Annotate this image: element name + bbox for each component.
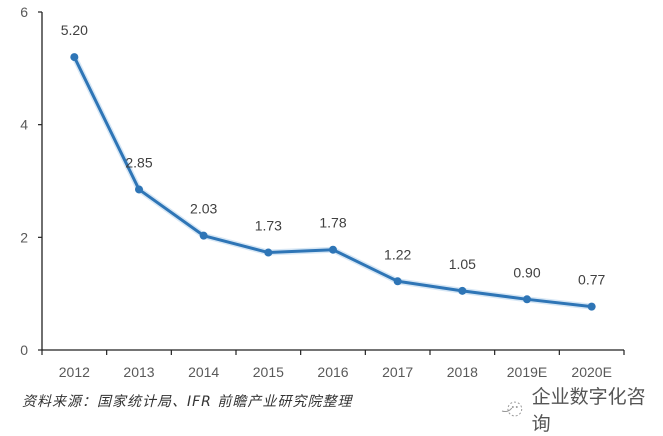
x-tick-label: 2017 [382,364,413,380]
data-label: 0.90 [513,264,540,280]
x-tick-label: 2013 [123,364,154,380]
data-label: 0.77 [578,272,605,288]
data-point [458,286,467,295]
watermark-text: 企业数字化咨询 [531,386,646,435]
x-tick-label: 2016 [317,364,348,380]
x-tick-label: 2018 [447,364,478,380]
data-point [135,185,143,194]
x-tick-label: 2020E [571,364,611,380]
watermark: 企业数字化咨询 [500,382,663,436]
data-point [587,302,596,311]
data-label: 5.20 [61,22,88,38]
x-tick-label: 2012 [59,364,90,380]
y-tick-label: 2 [20,229,28,245]
data-point [264,248,273,257]
data-point [523,295,531,304]
x-tick-label: 2015 [253,364,284,380]
y-tick-label: 6 [20,4,28,20]
series-line [70,53,596,311]
data-point [70,53,79,62]
wechat-icon [501,401,523,417]
line-chart: 0 2 4 6 2012 2013 2014 2015 2016 2017 2018 2019E 202… [20,4,625,380]
y-tick-label: 0 [20,342,28,358]
data-label: 1.22 [384,246,411,262]
data-label: 2.03 [190,201,217,217]
data-point [199,231,208,240]
x-tick-label: 2014 [188,364,219,380]
data-label: 1.05 [449,256,476,272]
data-labels: 5.20 2.85 2.03 1.73 1.78 1.22 1.05 0.90 0.77 [61,22,606,288]
source-note: 资料来源：国家统计局、IFR 前瞻产业研究院整理 [22,394,353,410]
data-label: 1.73 [255,218,282,234]
axes: 0 2 4 6 2012 2013 2014 2015 2016 2017 2018 2019E 202… [20,4,625,380]
y-tick-label: 4 [20,117,28,133]
data-point [329,245,337,254]
data-label: 1.78 [319,215,346,231]
data-point [393,277,402,286]
data-label: 2.85 [125,154,152,170]
x-tick-label: 2019E [507,364,547,380]
